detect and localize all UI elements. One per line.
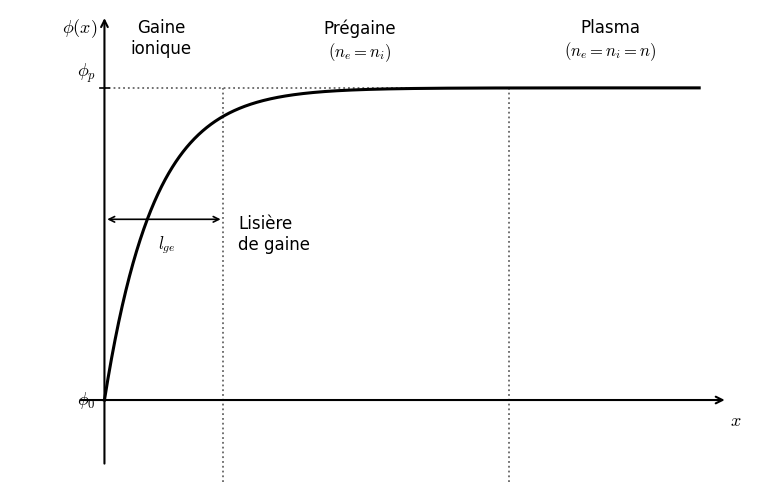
Text: $x$: $x$: [731, 412, 742, 430]
Text: Lisière
de gaine: Lisière de gaine: [239, 215, 310, 254]
Text: $l_{ge}$: $l_{ge}$: [158, 234, 175, 256]
Text: Plasma
$(n_e = n_i = n)$: Plasma $(n_e = n_i = n)$: [564, 19, 656, 63]
Text: $\phi_p$: $\phi_p$: [76, 62, 95, 85]
Text: $\phi(x)$: $\phi(x)$: [62, 17, 98, 39]
Text: Prégaine
$(n_e = n_i)$: Prégaine $(n_e = n_i)$: [324, 19, 396, 63]
Text: Gaine
ionique: Gaine ionique: [130, 19, 191, 58]
Text: $\phi_0$: $\phi_0$: [77, 390, 95, 410]
